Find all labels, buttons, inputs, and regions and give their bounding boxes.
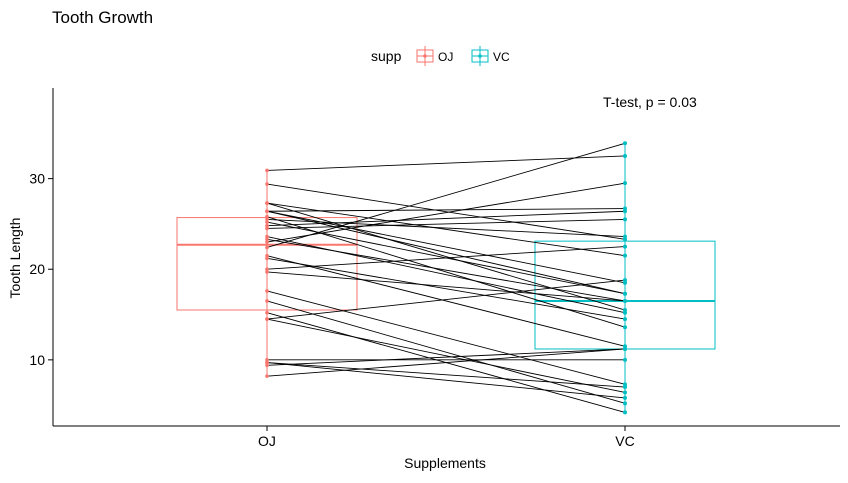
- legend-label: OJ: [438, 50, 453, 64]
- data-point-vc: [623, 237, 627, 242]
- pair-line: [266, 218, 626, 229]
- data-point-vc: [623, 153, 627, 158]
- pair-line: [266, 236, 626, 314]
- data-point-oj: [265, 289, 269, 293]
- pair-line: [266, 210, 626, 227]
- data-point-vc: [623, 317, 627, 322]
- data-point-oj: [265, 374, 269, 378]
- legend-entry-VC: VC: [471, 46, 510, 66]
- pair-line: [266, 182, 626, 243]
- data-point-vc: [623, 206, 627, 211]
- pair-line: [266, 348, 626, 377]
- chart-title: Tooth Growth: [52, 8, 153, 27]
- x-tick-label: OJ: [258, 433, 276, 449]
- legend-title: supp: [371, 48, 402, 64]
- data-point-oj: [265, 310, 269, 315]
- pair-line: [266, 348, 626, 366]
- plot-area: 10 20 30 OJ VC: [29, 88, 840, 449]
- pair-line: [266, 208, 626, 212]
- data-point-oj: [265, 253, 269, 258]
- annotation-ttest: T-test, p = 0.03: [603, 94, 697, 110]
- data-point-oj: [265, 234, 269, 239]
- legend: supp OJ VC: [371, 46, 510, 66]
- pair-line: [266, 318, 626, 393]
- data-point-oj: [265, 223, 269, 228]
- data-point-oj: [265, 240, 269, 244]
- data-point-oj: [265, 214, 269, 219]
- data-point-oj: [265, 299, 269, 303]
- pair-line: [266, 257, 626, 320]
- pair-line: [266, 202, 626, 257]
- y-tick-label: 20: [29, 261, 45, 277]
- data-point-oj: [265, 201, 269, 205]
- data-point-vc: [623, 253, 627, 258]
- data-point-oj: [265, 226, 269, 231]
- pair-line: [266, 218, 626, 238]
- data-point-oj: [265, 217, 269, 222]
- data-point-oj: [265, 360, 269, 365]
- data-point-oj: [265, 267, 269, 272]
- pair-line: [266, 142, 626, 248]
- data-point-oj: [265, 363, 269, 368]
- x-tick-label: VC: [615, 433, 634, 449]
- data-point-vc: [623, 298, 627, 303]
- data-point-oj: [265, 317, 269, 321]
- data-point-vc: [623, 395, 627, 400]
- pair-line: [266, 279, 626, 320]
- data-point-vc: [623, 401, 627, 406]
- data-point-oj: [265, 270, 269, 274]
- pair-line: [266, 221, 626, 295]
- data-point-vc: [623, 346, 627, 351]
- data-point-oj: [265, 237, 269, 242]
- pair-line: [266, 255, 626, 347]
- pair-line: [266, 271, 626, 302]
- data-point-vc: [623, 291, 627, 296]
- data-point-vc: [623, 410, 627, 415]
- pair-line: [266, 183, 626, 240]
- data-point-vc: [623, 385, 627, 390]
- data-point-vc: [623, 325, 627, 330]
- y-tick-label: 10: [29, 352, 45, 368]
- data-point-vc: [623, 280, 627, 285]
- data-point-oj: [265, 256, 269, 261]
- pair-line: [266, 362, 626, 399]
- data-point-oj: [265, 220, 269, 224]
- data-point-vc: [623, 141, 627, 146]
- data-point-oj: [265, 209, 269, 214]
- pair-line: [266, 202, 626, 311]
- data-point-vc: [623, 357, 627, 362]
- data-point-vc: [623, 308, 627, 313]
- pair-line: [266, 290, 626, 385]
- legend-key-point: [478, 54, 482, 58]
- data-point-oj: [265, 168, 269, 173]
- y-tick-label: 30: [29, 171, 45, 187]
- legend-label: VC: [493, 50, 510, 64]
- pair-line: [266, 362, 626, 388]
- data-point-vc: [623, 244, 627, 249]
- pair-line: [266, 300, 626, 404]
- legend-key-point: [423, 54, 427, 58]
- pair-line: [266, 238, 626, 302]
- y-axis-label: Tooth Length: [7, 218, 23, 299]
- data-point-vc: [623, 217, 627, 222]
- pair-line: [266, 210, 626, 295]
- data-point-oj: [265, 182, 269, 186]
- data-point-oj: [265, 245, 269, 250]
- data-point-vc: [623, 390, 627, 395]
- x-axis-label: Supplements: [404, 455, 486, 471]
- legend-entry-OJ: OJ: [416, 46, 453, 66]
- data-point-vc: [623, 181, 627, 186]
- pair-line: [266, 155, 626, 171]
- data-point-oj: [265, 358, 269, 362]
